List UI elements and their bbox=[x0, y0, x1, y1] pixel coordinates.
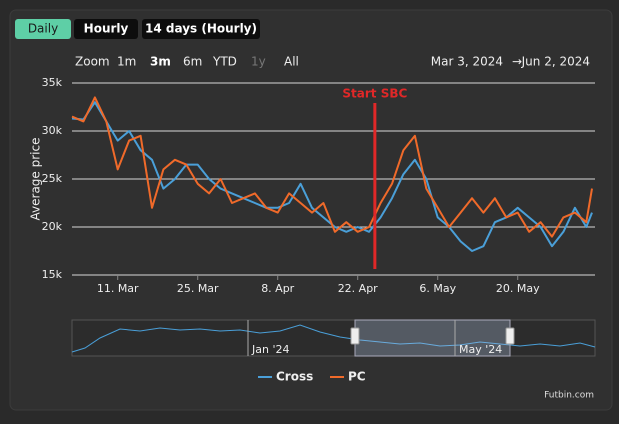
x-tick-label: 8. Apr bbox=[261, 282, 294, 295]
date-separator: → bbox=[512, 55, 522, 69]
x-tick-label: 6. May bbox=[419, 282, 456, 295]
tabs: Daily Hourly 14 days (Hourly) bbox=[15, 19, 260, 39]
panel bbox=[9, 9, 613, 411]
navigator-window[interactable] bbox=[354, 319, 511, 357]
range-selector: Zoom 1m 3m 6m YTD 1y All Mar 3, 2024 → J… bbox=[75, 55, 590, 69]
navigator-frame bbox=[71, 319, 596, 357]
zoom-button[interactable]: 3m bbox=[150, 55, 171, 69]
credits[interactable]: Futbin.com bbox=[544, 391, 594, 401]
navigator-handle[interactable] bbox=[505, 327, 515, 345]
navigator: Jan '24 May '24 bbox=[71, 319, 596, 357]
y-tick-label: 30k bbox=[42, 124, 63, 137]
y-tick-label: 20k bbox=[42, 220, 63, 233]
zoom-button[interactable]: YTD bbox=[212, 55, 237, 69]
series-line bbox=[71, 96, 593, 238]
legend-label[interactable]: PC bbox=[348, 370, 366, 384]
y-tick-label: 15k bbox=[42, 268, 63, 281]
x-tick-label: 20. May bbox=[496, 282, 540, 295]
zoom-button[interactable]: 1m bbox=[117, 55, 136, 69]
navigator-label: May '24 bbox=[459, 343, 502, 356]
zoom-label: Zoom bbox=[75, 55, 110, 69]
tab-label[interactable]: 14 days (Hourly) bbox=[145, 22, 257, 36]
x-tick-label: 11. Mar bbox=[97, 282, 139, 295]
tab-button[interactable] bbox=[74, 19, 138, 39]
legend-label[interactable]: Cross bbox=[276, 370, 313, 384]
zoom-button[interactable]: 6m bbox=[183, 55, 202, 69]
y-axis-title: Average price bbox=[29, 138, 43, 221]
y-tick-label: 25k bbox=[42, 172, 63, 185]
date-from[interactable]: Mar 3, 2024 bbox=[431, 55, 503, 69]
x-tick-label: 25. Mar bbox=[177, 282, 219, 295]
tab-button[interactable] bbox=[142, 19, 260, 39]
annotation-label: Start SBC bbox=[342, 87, 407, 101]
zoom-button: 1y bbox=[251, 55, 266, 69]
tab-label[interactable]: Daily bbox=[28, 22, 58, 36]
x-tick-label: 22. Apr bbox=[338, 282, 378, 295]
tab-label[interactable]: Hourly bbox=[84, 22, 129, 36]
tab-button[interactable] bbox=[15, 19, 71, 39]
y-tick-label: 35k bbox=[42, 76, 63, 89]
zoom-button[interactable]: All bbox=[284, 55, 299, 69]
navigator-handle[interactable] bbox=[350, 327, 360, 345]
navigator-label: Jan '24 bbox=[251, 343, 289, 356]
date-to[interactable]: Jun 2, 2024 bbox=[521, 55, 590, 69]
